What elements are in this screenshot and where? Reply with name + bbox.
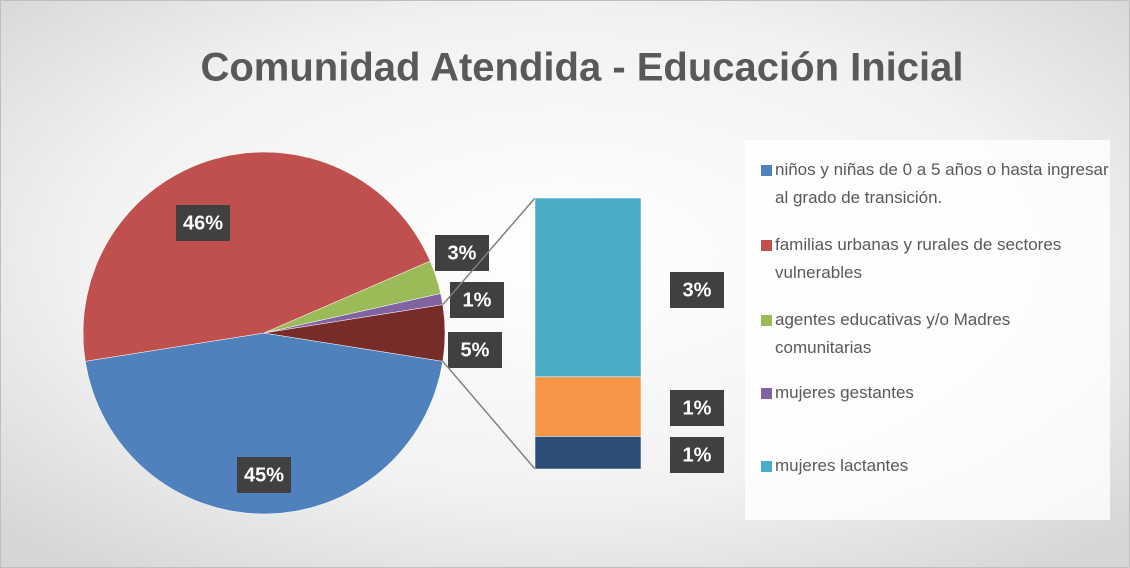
data-label: 1% — [463, 289, 492, 311]
legend-label: niños y niñas de 0 a 5 años o hasta ingr… — [775, 160, 1109, 207]
pie-slice — [263, 304, 446, 362]
connector-line — [442, 197, 536, 306]
legend-box — [745, 140, 1110, 520]
data-label-box — [237, 457, 291, 493]
legend-label: mujeres gestantes — [775, 383, 914, 402]
legend-label: mujeres lactantes — [775, 456, 909, 475]
data-label: 1% — [683, 444, 712, 466]
pie-slice — [82, 151, 431, 362]
data-label: 46% — [183, 212, 223, 234]
data-label: 1% — [683, 397, 712, 419]
bar-segment — [534, 436, 642, 470]
legend-swatch — [761, 388, 772, 399]
data-label-box — [176, 205, 230, 241]
data-label: 3% — [683, 279, 712, 301]
legend-swatch — [761, 461, 772, 472]
data-label: 5% — [461, 339, 490, 361]
legend-label: familias urbanas y rurales de sectores v… — [775, 235, 1062, 282]
legend-swatch — [761, 315, 772, 326]
data-label-box — [448, 332, 502, 368]
chart-title: Comunidad Atendida - Educación Inicial — [200, 46, 963, 90]
data-label-box — [450, 282, 504, 318]
legend-swatch — [761, 240, 772, 251]
legend-swatch — [761, 165, 772, 176]
data-label: 3% — [448, 242, 477, 264]
data-label-box — [670, 272, 724, 308]
legend-label: agentes educativas y/o Madres comunitari… — [775, 310, 1011, 357]
data-label-box — [670, 437, 724, 473]
bar-segment — [534, 197, 642, 378]
data-label-box — [670, 390, 724, 426]
connector-line — [442, 360, 536, 470]
pie-slice — [84, 332, 444, 515]
bar-segment — [534, 376, 642, 437]
data-label: 45% — [244, 464, 284, 486]
data-label-box — [435, 235, 489, 271]
